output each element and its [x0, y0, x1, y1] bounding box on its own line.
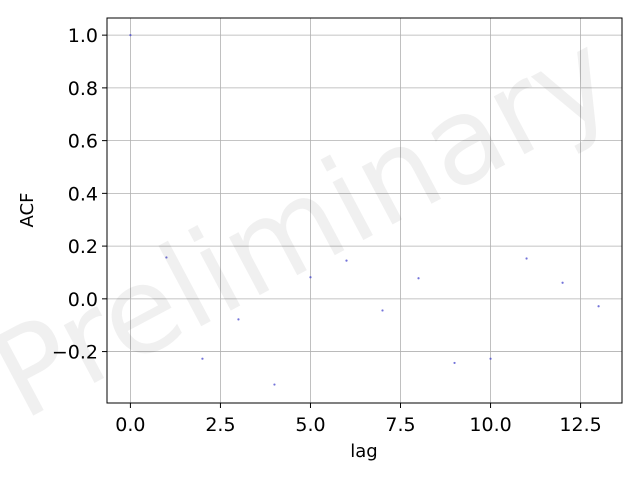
y-tick-label: 0.8	[68, 78, 98, 100]
acf-point	[309, 276, 312, 279]
data-points	[129, 34, 600, 386]
x-tick-label: 10.0	[469, 414, 511, 436]
x-tick-label: 0.0	[115, 414, 145, 436]
x-tick-label: 12.5	[559, 414, 601, 436]
acf-point	[381, 309, 384, 312]
y-axis-label: ACF	[17, 193, 38, 228]
acf-point	[525, 257, 528, 260]
y-tick-label: 0.0	[68, 289, 98, 311]
x-axis-ticks: 0.0 2.5 5.0 7.5 10.0 12.5	[115, 403, 602, 436]
acf-point	[345, 259, 348, 262]
y-axis-ticks: −0.2 0.0 0.2 0.4 0.6 0.8 1.0	[52, 25, 107, 364]
x-tick-label: 7.5	[385, 414, 415, 436]
acf-point	[597, 305, 600, 308]
y-tick-label: 0.2	[68, 236, 98, 258]
y-tick-label: 1.0	[68, 25, 98, 47]
plot-frame	[106, 17, 623, 404]
x-axis-label: lag	[350, 441, 377, 462]
acf-point	[453, 361, 456, 365]
x-tick-label: 5.0	[295, 414, 325, 436]
preliminary-watermark: Preliminary	[0, 6, 635, 447]
acf-point	[273, 383, 276, 386]
y-tick-label: −0.2	[52, 342, 98, 364]
acf-point	[165, 256, 168, 259]
acf-point	[237, 318, 240, 321]
y-tick-label: 0.4	[68, 183, 98, 205]
acf-point	[489, 357, 492, 360]
grid	[107, 18, 622, 403]
acf-point	[129, 34, 132, 37]
x-tick-label: 2.5	[205, 414, 235, 436]
acf-point	[417, 277, 420, 280]
acf-point	[561, 281, 564, 284]
y-tick-label: 0.6	[68, 131, 98, 153]
acf-point	[201, 357, 204, 360]
